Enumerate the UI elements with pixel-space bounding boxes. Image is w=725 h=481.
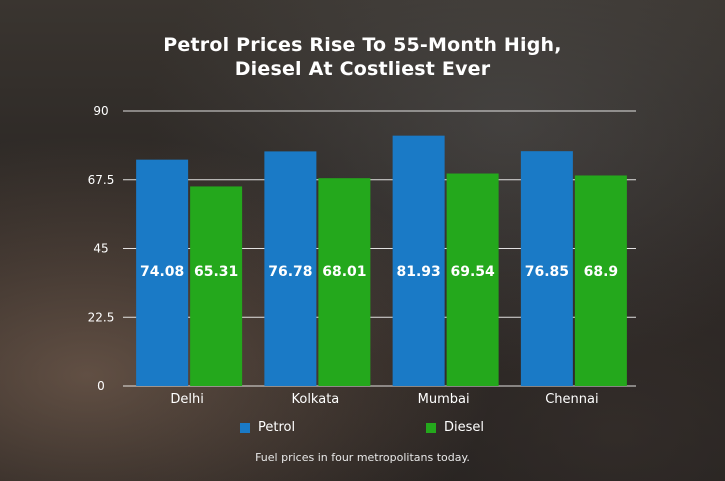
bar-diesel-delhi	[190, 186, 243, 386]
bar-petrol-kolkata	[264, 151, 317, 386]
chart-title-line-2: Diesel At Costliest Ever	[234, 58, 491, 80]
x-axis-ticks: Delhi Kolkata Mumbai Chennai	[170, 392, 598, 407]
caption: Fuel prices in four metropolitans today.	[255, 451, 470, 464]
bar-diesel-kolkata	[318, 178, 371, 386]
legend-item-petrol: Petrol	[240, 420, 295, 435]
bar-diesel-mumbai	[446, 173, 499, 386]
y-tick-label: 67.5	[88, 173, 115, 187]
y-tick-label: 0	[97, 379, 105, 393]
bar-petrol-delhi	[136, 159, 189, 386]
data-label: 68.01	[322, 264, 366, 280]
x-tick-label: Kolkata	[291, 392, 339, 407]
y-tick-label: 45	[93, 242, 108, 256]
data-label: 76.85	[525, 264, 569, 280]
x-tick-label: Mumbai	[418, 392, 470, 407]
data-label: 81.93	[396, 264, 440, 280]
data-label: 76.78	[268, 264, 312, 280]
y-tick-label: 22.5	[88, 310, 115, 324]
chart-title-line-1: Petrol Prices Rise To 55-Month High,	[163, 34, 562, 56]
data-label: 65.31	[194, 264, 238, 280]
legend-label-diesel: Diesel	[444, 420, 485, 435]
bar-diesel-chennai	[574, 175, 627, 386]
data-label: 69.54	[450, 264, 495, 280]
y-axis-ticks: 0 22.5 45 67.5 90	[88, 104, 115, 393]
data-label: 74.08	[140, 264, 184, 280]
legend: Petrol Diesel	[0, 420, 725, 440]
x-tick-label: Delhi	[170, 392, 203, 407]
x-tick-label: Chennai	[545, 392, 598, 407]
data-label: 68.9	[584, 264, 619, 280]
legend-item-diesel: Diesel	[426, 420, 484, 435]
legend-label-petrol: Petrol	[258, 420, 296, 435]
y-tick-label: 90	[93, 104, 108, 118]
legend-swatch-diesel	[426, 422, 436, 433]
legend-swatch-petrol	[240, 422, 250, 433]
bars: 74.08 65.31 76.78 68.01 81.93 69.54 76.85 68.9	[136, 135, 627, 386]
bar-petrol-mumbai	[392, 135, 445, 386]
bar-petrol-chennai	[520, 151, 573, 386]
chart-title: Petrol Prices Rise To 55-Month High, Die…	[0, 33, 725, 81]
